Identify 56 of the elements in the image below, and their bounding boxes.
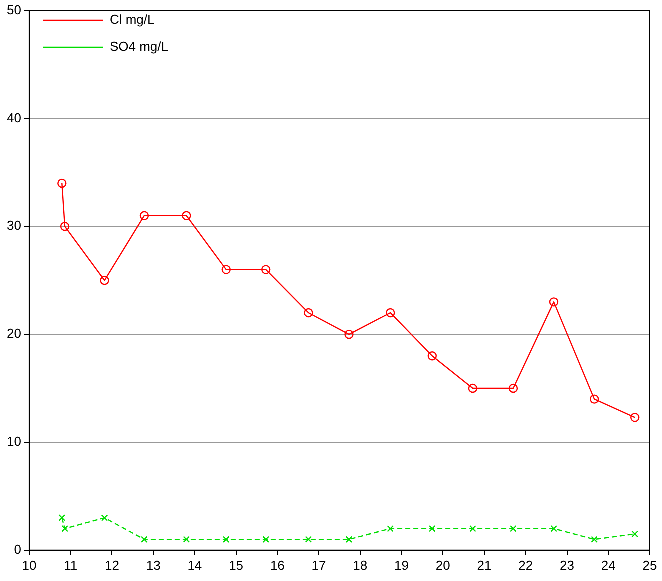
x-tick-label: 12: [104, 558, 120, 573]
x-tick-label: 16: [270, 558, 285, 573]
point: [550, 525, 558, 532]
point: [182, 211, 192, 220]
y-tick-label: 40: [6, 110, 22, 126]
y-tick-label: 20: [6, 326, 22, 342]
x-tick-label: 24: [601, 558, 616, 573]
point: [60, 222, 70, 232]
y-tick-label: 0: [14, 542, 22, 557]
y-tick-label: 10: [6, 434, 22, 450]
point: [141, 536, 148, 544]
x-tick-label: 22: [518, 558, 534, 573]
point: [346, 536, 353, 544]
point: [591, 536, 598, 544]
point: [386, 308, 396, 318]
x-tick-label: 23: [560, 558, 574, 573]
point: [630, 413, 640, 422]
point: [510, 525, 517, 532]
legend-label: Cl mg/L: [110, 12, 155, 28]
point: [428, 352, 437, 361]
point: [305, 536, 312, 544]
point: [508, 384, 518, 394]
point: [222, 536, 230, 544]
point: [470, 525, 476, 532]
x-tick-label: 15: [229, 558, 244, 573]
point: [261, 265, 271, 274]
x-tick-label: 13: [146, 558, 161, 573]
y-tick-label: 30: [6, 218, 22, 234]
point: [58, 514, 66, 522]
point: [387, 525, 394, 532]
x-tick-label: 11: [64, 558, 78, 573]
x-tick-label: 14: [188, 558, 202, 573]
y-tick-label: 50: [6, 2, 22, 18]
x-tick-label: 20: [436, 558, 450, 573]
point: [428, 525, 436, 532]
point: [344, 330, 354, 340]
point: [590, 394, 600, 404]
point: [183, 536, 190, 544]
point: [100, 276, 110, 286]
point: [262, 536, 270, 544]
x-tick-label: 21: [477, 558, 492, 573]
point: [468, 384, 478, 394]
point: [140, 211, 150, 220]
x-tick-label: 18: [353, 558, 368, 573]
x-tick-label: 19: [394, 558, 410, 573]
x-tick-label: 10: [22, 558, 37, 573]
legend-label: SO4 mg/L: [110, 39, 168, 54]
point: [101, 514, 108, 522]
point: [62, 525, 68, 532]
point: [549, 298, 559, 307]
point: [632, 530, 639, 538]
point: [222, 265, 231, 274]
x-tick-label: 17: [312, 558, 326, 573]
x-tick-label: 25: [642, 558, 658, 573]
point: [304, 308, 314, 318]
point: [58, 178, 67, 188]
